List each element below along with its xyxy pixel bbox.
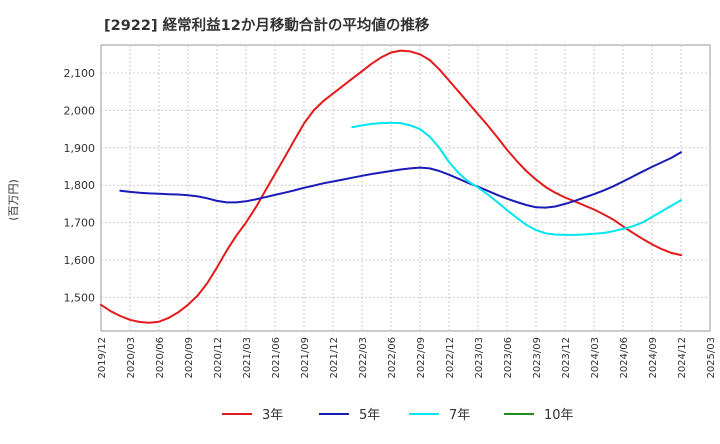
x-tick-label: 2019/12 [97, 337, 108, 379]
plot-area [100, 44, 711, 332]
x-tick-label: 2021/03 [242, 337, 253, 379]
x-tick-label: 2020/03 [126, 337, 137, 379]
legend-label-3: 10年 [544, 408, 574, 423]
y-tick-label: 1,500 [64, 291, 96, 304]
series-line-1 [119, 151, 682, 209]
x-tick-label: 2024/09 [648, 337, 659, 379]
x-tick-labels: 2019/12 2020/03 2020/06 2020/09 2020/12 2021/… [97, 337, 717, 379]
series-line-0 [100, 49, 682, 324]
y-tick-label: 1,900 [64, 142, 96, 155]
x-tick-label: 2023/06 [503, 337, 514, 379]
x-tick-label: 2020/12 [213, 337, 224, 379]
x-tick-label: 2023/12 [561, 337, 572, 379]
y-tick-label: 1,600 [64, 254, 96, 267]
x-tick-label: 2024/12 [677, 337, 688, 379]
x-tick-label: 2025/03 [706, 337, 717, 379]
x-tick-label: 2020/06 [155, 337, 166, 379]
legend: 3年 5年 7年 10年 [222, 408, 574, 423]
y-axis-label: (百万円) [7, 179, 20, 221]
y-tick-label: 1,800 [64, 179, 96, 192]
x-tick-label: 2021/09 [300, 337, 311, 379]
x-tick-label: 2022/06 [387, 337, 398, 379]
legend-label-2: 7年 [449, 408, 470, 423]
x-tick-label: 2024/06 [619, 337, 630, 379]
x-tick-label: 2022/03 [358, 337, 369, 379]
series-lines [100, 49, 682, 324]
x-tick-label: 2024/03 [590, 337, 601, 379]
x-tick-label: 2023/03 [474, 337, 485, 379]
y-tick-labels: 1,500 1,600 1,700 1,800 1,900 2,000 2,100 [64, 67, 96, 304]
y-tick-label: 1,700 [64, 217, 96, 230]
y-tick-label: 2,100 [64, 67, 96, 80]
legend-label-1: 5年 [359, 408, 380, 423]
chart-title: [2922] 経常利益12か月移動合計の平均値の推移 [104, 16, 430, 34]
legend-label-0: 3年 [262, 408, 283, 423]
grid-lines [101, 45, 710, 331]
x-tick-label: 2022/12 [445, 337, 456, 379]
x-tick-label: 2020/09 [184, 337, 195, 379]
y-tick-label: 2,000 [64, 104, 96, 117]
x-tick-label: 2021/06 [271, 337, 282, 379]
series-line-2 [351, 121, 682, 236]
x-tick-label: 2022/09 [416, 337, 427, 379]
x-tick-label: 2021/12 [329, 337, 340, 379]
x-tick-label: 2023/09 [532, 337, 543, 379]
